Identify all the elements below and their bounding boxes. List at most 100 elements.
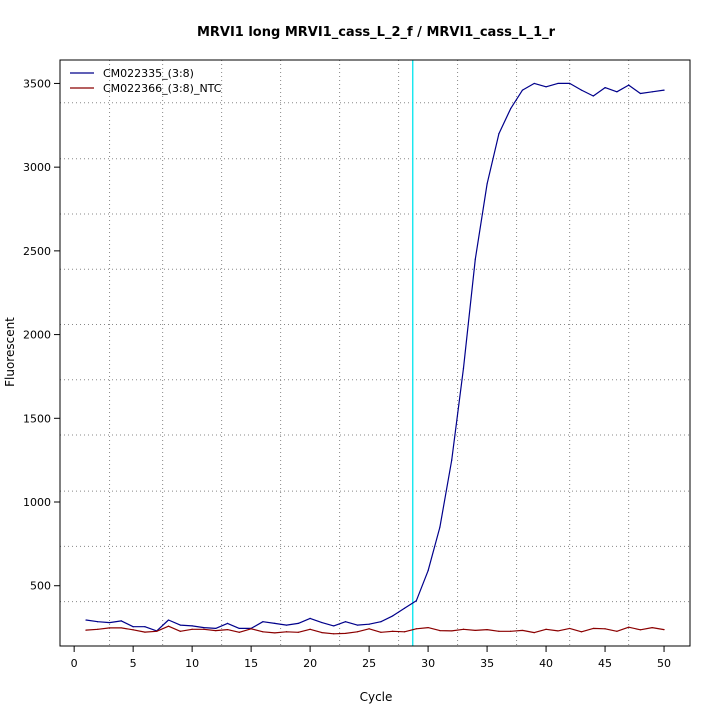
grid-lines bbox=[60, 60, 690, 646]
data-point bbox=[262, 631, 264, 633]
x-axis-label: Cycle bbox=[360, 690, 393, 704]
chart-title: MRVI1 long MRVI1_cass_L_2_f / MRVI1_cass… bbox=[197, 25, 556, 40]
data-point bbox=[486, 628, 488, 631]
data-point bbox=[191, 628, 193, 630]
data-point bbox=[510, 630, 512, 632]
x-tick-label: 30 bbox=[421, 657, 435, 670]
data-point bbox=[604, 628, 606, 630]
data-point bbox=[262, 621, 264, 623]
data-point bbox=[616, 630, 618, 632]
data-point bbox=[569, 627, 571, 630]
y-tick-label: 1000 bbox=[23, 496, 51, 509]
data-point bbox=[628, 84, 630, 86]
data-point bbox=[533, 632, 535, 634]
data-point bbox=[592, 627, 594, 630]
data-point bbox=[592, 95, 594, 97]
data-point bbox=[333, 633, 335, 635]
data-point bbox=[321, 632, 323, 634]
data-point bbox=[274, 632, 276, 634]
data-point bbox=[651, 626, 653, 629]
data-point bbox=[604, 87, 606, 89]
data-point bbox=[510, 107, 512, 110]
data-point bbox=[285, 631, 288, 633]
data-point bbox=[97, 628, 99, 630]
data-point bbox=[97, 621, 99, 623]
x-tick-label: 40 bbox=[539, 657, 553, 670]
legend: CM022335_(3:8) CM022366_(3:8)_NTC bbox=[70, 67, 222, 95]
data-point bbox=[427, 626, 429, 629]
data-point bbox=[203, 628, 205, 630]
data-point bbox=[498, 630, 500, 632]
data-point bbox=[628, 626, 630, 628]
series-line-2 bbox=[85, 625, 665, 635]
data-point bbox=[451, 459, 453, 461]
data-point bbox=[521, 629, 524, 632]
data-point bbox=[344, 621, 347, 623]
data-point bbox=[356, 631, 358, 633]
y-tick-label: 1500 bbox=[23, 412, 51, 425]
data-point bbox=[486, 183, 488, 185]
data-point bbox=[191, 625, 193, 627]
data-point bbox=[462, 367, 465, 369]
y-axis-label: Fluorescent bbox=[3, 317, 17, 387]
data-point bbox=[545, 86, 547, 88]
data-point bbox=[333, 625, 335, 627]
data-point bbox=[462, 628, 465, 630]
y-tick-label: 2500 bbox=[23, 245, 51, 258]
data-point bbox=[344, 632, 347, 635]
x-tick-label: 45 bbox=[598, 657, 612, 670]
data-point bbox=[203, 626, 205, 629]
x-tick-label: 25 bbox=[362, 657, 376, 670]
data-point bbox=[580, 631, 583, 633]
data-point bbox=[498, 133, 500, 135]
data-point bbox=[392, 630, 394, 632]
data-point bbox=[639, 92, 642, 95]
data-point bbox=[132, 626, 134, 628]
data-point bbox=[663, 628, 665, 631]
data-point bbox=[392, 615, 394, 617]
data-point bbox=[651, 91, 653, 93]
y-tick-label: 3500 bbox=[23, 77, 51, 90]
data-point bbox=[120, 620, 122, 622]
data-point bbox=[274, 622, 276, 624]
data-point bbox=[309, 628, 311, 630]
data-point bbox=[403, 631, 406, 633]
x-tick-label: 5 bbox=[130, 657, 137, 670]
data-point bbox=[545, 628, 547, 630]
y-tick-label: 2000 bbox=[23, 329, 51, 342]
data-point bbox=[120, 627, 122, 629]
data-point bbox=[108, 627, 111, 629]
data-point bbox=[226, 622, 229, 624]
data-point bbox=[144, 631, 146, 633]
data-point bbox=[557, 630, 559, 632]
data-point bbox=[156, 630, 158, 632]
data-point bbox=[179, 630, 181, 632]
data-point bbox=[297, 631, 299, 633]
data-point bbox=[132, 629, 134, 631]
data-point bbox=[533, 82, 535, 85]
data-point bbox=[451, 630, 453, 632]
data-point bbox=[309, 617, 311, 619]
data-point bbox=[226, 628, 229, 631]
legend-label: CM022366_(3:8)_NTC bbox=[103, 82, 222, 95]
data-point bbox=[439, 629, 441, 632]
x-tick-label: 15 bbox=[244, 657, 258, 670]
legend-label: CM022335_(3:8) bbox=[103, 67, 194, 80]
data-point bbox=[368, 623, 370, 625]
data-point bbox=[321, 621, 323, 624]
data-point bbox=[238, 627, 240, 630]
data-point bbox=[215, 629, 217, 632]
data-point bbox=[368, 628, 370, 630]
x-tick-label: 50 bbox=[657, 657, 671, 670]
data-point bbox=[215, 627, 217, 630]
data-point bbox=[356, 624, 358, 626]
x-tick-label: 35 bbox=[480, 657, 494, 670]
x-tick-label: 0 bbox=[71, 657, 78, 670]
data-point bbox=[663, 89, 665, 91]
data-point bbox=[144, 626, 146, 628]
data-point bbox=[557, 82, 559, 85]
y-tick-label: 500 bbox=[30, 580, 51, 593]
data-point bbox=[569, 82, 571, 85]
data-point bbox=[427, 570, 429, 572]
